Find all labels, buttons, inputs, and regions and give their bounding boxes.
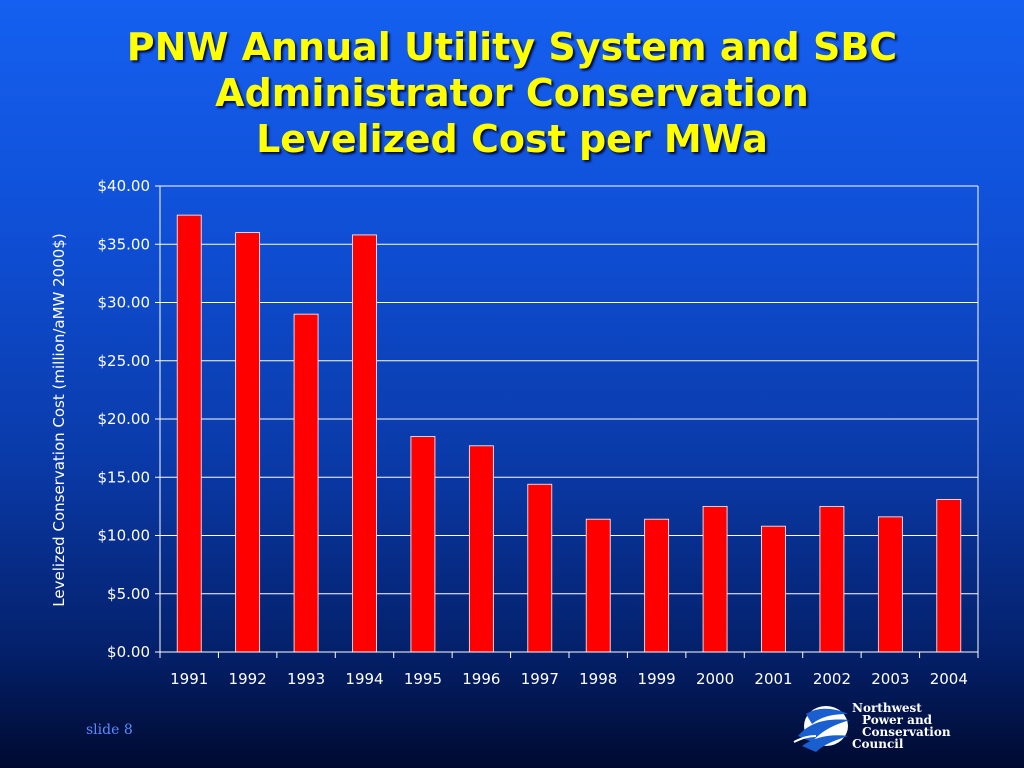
axes [155, 185, 979, 658]
x-tick-label-1994: 1994 [345, 670, 383, 688]
logo-line-3: Conservation [862, 725, 951, 739]
y-tick-label: $25.00 [98, 352, 151, 370]
y-tick-label: $5.00 [107, 585, 150, 603]
title-line-3: Levelized Cost per MWa [256, 117, 768, 161]
y-tick-label: $30.00 [98, 294, 151, 312]
bar-2000 [702, 505, 728, 653]
bar-1995 [410, 436, 436, 653]
logo-line-1: Northwest [852, 701, 922, 715]
x-tick-label-2004: 2004 [930, 670, 968, 688]
swirl-emblem-icon [793, 706, 850, 752]
x-tick-label-2001: 2001 [754, 670, 792, 688]
logo-line-2: Power and [862, 713, 933, 727]
slide-title: PNW Annual Utility System and SBC Admini… [0, 24, 1024, 162]
bar-1992 [235, 232, 261, 653]
y-tick-label: $20.00 [98, 410, 151, 428]
title-line-1: PNW Annual Utility System and SBC [126, 25, 898, 69]
bar-2003 [877, 516, 903, 653]
bar-1996 [468, 445, 494, 653]
bar-1994 [352, 234, 377, 653]
slide-number: slide 8 [86, 722, 133, 738]
x-tick-label-1997: 1997 [521, 670, 559, 688]
logo-wordmark: Northwest Power and Conservation Council [852, 702, 951, 750]
y-tick-label: $15.00 [98, 468, 151, 486]
x-tick-label-1993: 1993 [287, 670, 325, 688]
y-axis-label: Levelized Conservation Cost (million/aMW… [50, 233, 68, 606]
y-tick-label: $10.00 [98, 527, 151, 545]
x-tick-label-1998: 1998 [579, 670, 617, 688]
bar-1999 [644, 518, 670, 653]
bar-1997 [527, 483, 553, 653]
logo-line-4: Council [852, 737, 904, 751]
y-tick-label: $40.00 [98, 177, 151, 195]
x-tick-label-1996: 1996 [462, 670, 500, 688]
bar-2004 [936, 498, 962, 653]
bars [176, 214, 962, 653]
y-tick-label: $0.00 [107, 643, 150, 661]
x-tick-label-1992: 1992 [229, 670, 267, 688]
bar-2001 [761, 525, 786, 653]
x-tick-label-2002: 2002 [813, 670, 851, 688]
tick-labels: $0.00 $5.00 $10.00 $15.00 $20.00 $25.00 $30.00… [98, 177, 968, 688]
bar-1993 [293, 313, 319, 653]
council-logo: Northwest Power and Conservation Council [792, 702, 962, 754]
x-tick-label-1999: 1999 [638, 670, 676, 688]
bar-1998 [585, 518, 611, 653]
x-tick-label-2000: 2000 [696, 670, 734, 688]
gridlines [160, 185, 978, 595]
bar-2002 [819, 505, 845, 653]
x-tick-label-2003: 2003 [871, 670, 909, 688]
bar-1991 [176, 214, 202, 653]
x-tick-label-1995: 1995 [404, 670, 442, 688]
y-tick-label: $35.00 [98, 235, 151, 253]
title-line-2: Administrator Conservation [215, 71, 809, 115]
x-tick-label-1991: 1991 [170, 670, 208, 688]
